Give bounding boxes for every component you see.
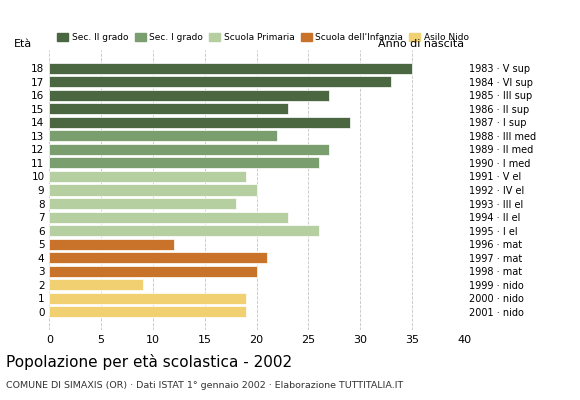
Text: Popolazione per età scolastica - 2002: Popolazione per età scolastica - 2002 [6,354,292,370]
Bar [49,212,288,222]
Bar [49,63,412,74]
Bar [49,198,236,209]
Bar [49,238,174,250]
Bar [49,171,246,182]
Bar [49,184,256,196]
Bar [49,225,319,236]
Bar [49,293,246,304]
Text: Età: Età [14,39,32,49]
Text: Anno di nascita: Anno di nascita [378,39,464,49]
Legend: Sec. II grado, Sec. I grado, Scuola Primaria, Scuola dell'Infanzia, Asilo Nido: Sec. II grado, Sec. I grado, Scuola Prim… [54,29,473,46]
Bar [49,76,392,87]
Bar [49,266,256,277]
Bar [49,144,329,155]
Bar [49,279,143,290]
Bar [49,252,267,263]
Bar [49,103,288,114]
Bar [49,306,246,317]
Bar [49,90,329,101]
Text: COMUNE DI SIMAXIS (OR) · Dati ISTAT 1° gennaio 2002 · Elaborazione TUTTITALIA.IT: COMUNE DI SIMAXIS (OR) · Dati ISTAT 1° g… [6,381,403,390]
Bar [49,158,319,168]
Bar [49,117,350,128]
Bar [49,130,277,142]
